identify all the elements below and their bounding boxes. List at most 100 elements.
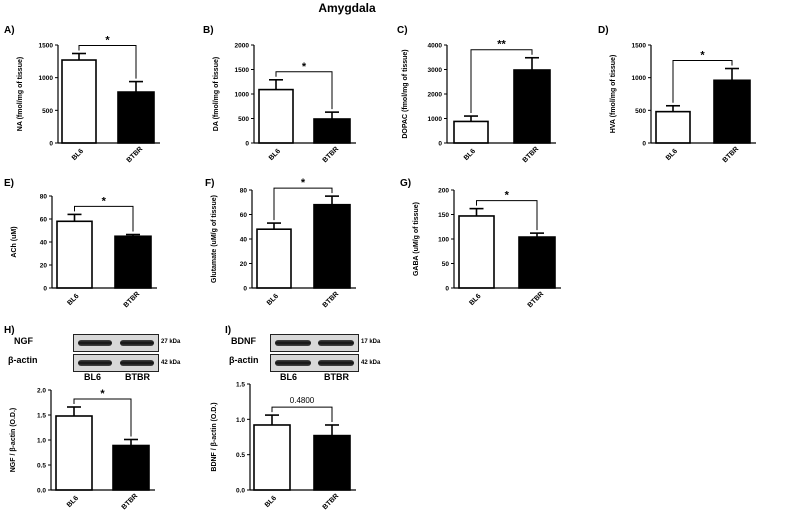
significance-label: ** [497,39,506,51]
y-tick-label: 80 [240,188,248,195]
significance-label: * [700,50,705,62]
panel-label: E) [4,178,14,189]
blot-actin-label: β-actin [229,355,259,365]
y-tick-label: 20 [240,261,248,268]
y-tick-label: 1000 [428,116,443,123]
chart-panel-d: D) 0 500 1000 1500 HVA (fmol/mg of tissue) BL6… [598,25,756,164]
panel-label: A) [4,25,15,36]
bar-btbr [313,203,351,289]
y-tick-label: 1000 [235,92,250,99]
y-tick-label: 500 [635,108,646,115]
x-tick-label: BTBR [322,493,341,512]
blot-lane-btbr: BTBR [324,372,349,382]
panel-label: G) [400,178,411,189]
blot-lane-btbr: BTBR [125,372,150,382]
y-tick-label: 0.0 [37,488,46,495]
y-tick-label: 1.0 [37,438,46,445]
y-axis-label: BDNF / β-actin (O.D.) [211,402,218,471]
significance-bracket [78,44,137,79]
significance-label: * [105,34,110,46]
x-tick-label: BTBR [123,291,142,310]
y-tick-label: 0.5 [236,452,245,459]
x-tick-label: BTBR [121,493,140,512]
significance-bracket [470,49,533,114]
figure-title: Amygdala [318,1,376,15]
x-tick-label: BL6 [264,495,278,509]
x-tick-label: BL6 [468,293,482,307]
y-axis-label: NA (fmol/mg of tissue) [17,57,24,131]
y-tick-label: 100 [438,237,449,244]
blot-actin-kda: 42 kDa [161,360,181,366]
significance-bracket [476,200,538,231]
x-tick-label: BL6 [665,148,679,162]
x-tick-label: BTBR [722,146,741,165]
x-tick-label: BL6 [66,495,80,509]
bar-bl6 [256,228,292,289]
x-tick-label: BL6 [268,148,282,162]
y-tick-label: 80 [40,194,48,201]
y-tick-label: 1500 [39,43,54,50]
chart-panel-g: G) 0 50 100 150 200 GABA (uM/g of tissue) BL6 BT… [400,178,561,309]
significance-bracket [271,406,333,422]
bar-bl6 [61,59,97,144]
y-tick-label: 2000 [428,92,443,99]
y-tick-label: 0.5 [37,463,46,470]
y-tick-label: 0 [438,141,442,148]
x-tick-label: BTBR [126,146,145,165]
y-axis-label: HVA (fmol/mg of tissue) [610,55,617,134]
y-tick-label: 0 [243,286,247,293]
bar-bl6 [655,110,691,144]
panel-label: B) [203,25,214,36]
significance-bracket [273,187,333,221]
blot-protein-kda: 27 kDa [161,339,181,345]
blot-actin-kda: 42 kDa [361,360,381,366]
y-tick-label: 200 [438,188,449,195]
blot-actin-label: β-actin [8,355,38,365]
y-tick-label: 20 [40,263,48,270]
chart-panel-h: H) 0.0 0.5 1.0 1.5 2.0 NGF / β-actin (O.D.) BL6… [4,325,155,511]
panel-label: H) [4,325,15,336]
bar-btbr [713,79,751,144]
significance-bracket [73,398,132,437]
bar-bl6 [253,424,291,491]
panel-label: D) [598,25,609,36]
blot-ngf: NGF β-actin 27 kDa 42 kDa BL6 BTBR [0,322,215,384]
blot-bdnf: BDNF β-actin 17 kDa 42 kDa BL6 BTBR [222,322,392,384]
y-tick-label: 150 [438,212,449,219]
panel-label: I) [225,325,231,336]
blot-protein-strip [73,334,159,352]
bar-bl6 [55,415,93,491]
significance-bracket [672,60,733,103]
chart-panel-b: B) 0 500 1000 1500 2000 DA (fmol/mg of tissue)… [203,25,356,164]
bar-btbr [518,236,556,289]
y-tick-label: 40 [240,237,248,244]
y-tick-label: 1500 [235,67,250,74]
y-axis-label: Glutamate (uM/g of tissue) [211,195,218,283]
blot-lane-bl6: BL6 [84,372,102,382]
chart-panel-f: F) 0 20 40 60 80 Glutamate (uM/g of tissue) BL6… [205,177,356,309]
bar-bl6 [56,220,93,289]
bar-btbr [313,434,351,491]
y-tick-label: 1000 [632,75,647,82]
significance-bracket [74,205,134,232]
panel-label: C) [397,25,408,36]
chart-panel-c: C) 0 1000 2000 3000 4000 DOPAC (fmol/mg of tis… [397,25,556,164]
blot-protein-strip [270,334,359,352]
significance-label: * [100,388,105,400]
bar-btbr [117,91,155,144]
y-tick-label: 1.0 [236,417,245,424]
significance-bracket [275,71,333,110]
blot-protein-label: NGF [14,336,33,346]
x-tick-label: BL6 [463,148,477,162]
bar-btbr [513,69,551,144]
y-tick-label: 3000 [428,67,443,74]
panel-label: F) [205,178,214,189]
y-tick-label: 4000 [428,43,443,50]
blot-actin-strip [270,354,359,372]
y-tick-label: 0 [642,141,646,148]
y-tick-label: 2.0 [37,388,46,395]
bar-btbr [114,235,152,289]
y-axis-label: DOPAC (fmol/mg of tissue) [402,49,409,138]
y-tick-label: 0 [245,141,249,148]
chart-panel-e: E) 0 20 40 60 80 ACh (uM) BL6 BTBR * [4,178,157,309]
